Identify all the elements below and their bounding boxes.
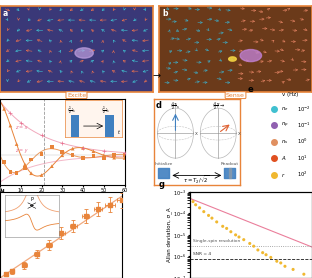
Point [39,133,44,138]
Point [91,154,96,158]
Point [91,149,96,153]
Y-axis label: Allan deviation, σ_A: Allan deviation, σ_A [166,208,172,262]
Text: $\langle\frac{1}{2}\rangle_s$: $\langle\frac{1}{2}\rangle_s$ [170,101,181,112]
Point [290,267,295,272]
Point [80,146,85,150]
Point [274,259,279,264]
Point [220,224,225,229]
Point [206,213,211,218]
Point [29,157,34,162]
Point [233,233,238,237]
Point [122,153,127,157]
Point [14,142,19,146]
Point [264,252,269,257]
Point [112,155,117,160]
Point [241,237,246,242]
Point [8,170,13,174]
Text: $10^{-2}$: $10^{-2}$ [297,104,311,114]
Text: v (Hz): v (Hz) [282,92,299,97]
Point [60,141,65,145]
Point [197,206,202,210]
Point [122,150,127,155]
Point [2,160,7,164]
Point [49,145,54,149]
Point [101,149,106,153]
Text: $A$: $A$ [281,154,287,162]
Point [60,153,65,157]
Point [282,264,287,269]
X-axis label: Ramsey delay, t (ms): Ramsey delay, t (ms) [33,199,92,204]
Point [214,220,219,224]
Text: $10^{1}$: $10^{1}$ [297,153,308,163]
Text: e: e [248,85,254,94]
Point [49,164,54,168]
Point [29,171,34,175]
Text: z: z [217,101,220,106]
Text: d: d [156,101,162,110]
Point [268,255,273,260]
Point [80,156,85,160]
Point [278,261,283,265]
Point [18,120,23,125]
Text: x: x [238,131,241,136]
Point [70,153,75,157]
Text: $\tau = T_2/\sqrt{2}$: $\tau = T_2/\sqrt{2}$ [183,175,210,186]
Point [260,250,265,255]
Point [14,171,19,175]
Point [39,173,44,177]
Text: Excite: Excite [67,93,86,98]
Text: $n_e$: $n_e$ [281,105,289,113]
Point [101,153,106,157]
Text: SNR = 4: SNR = 4 [193,252,211,256]
Point [8,111,13,116]
Point [112,153,117,157]
Point [236,235,241,239]
Point [201,209,206,214]
Text: $10^{0}$: $10^{0}$ [297,137,308,147]
Text: Initialize: Initialize [154,162,173,166]
Text: a: a [3,9,8,18]
Text: Single-spin resolution: Single-spin resolution [193,239,240,243]
Text: Readout: Readout [220,162,238,166]
Text: g: g [159,180,165,190]
Text: z = x: z = x [15,125,27,130]
Point [228,230,233,234]
Point [80,146,85,150]
Point [301,272,306,276]
Text: $r$: $r$ [281,170,286,178]
Text: b: b [162,9,168,18]
Point [122,156,127,160]
Point [101,156,106,160]
Text: →: → [153,71,161,81]
Circle shape [240,49,261,62]
Point [187,196,192,200]
Text: $\langle\frac{3}{2}\rangle \rightarrow$: $\langle\frac{3}{2}\rangle \rightarrow$ [212,101,225,112]
Text: Sense: Sense [226,93,245,98]
Text: z = y: z = y [15,148,27,153]
Point [256,248,261,252]
Point [22,162,27,167]
Text: $10^{2}$: $10^{2}$ [297,170,308,179]
Circle shape [75,48,93,58]
Point [70,147,75,151]
Point [247,241,252,246]
Point [60,150,65,154]
Text: $n_s$: $n_s$ [281,138,289,146]
Text: $10^{-1}$: $10^{-1}$ [297,121,311,130]
Point [209,216,214,220]
Text: $n_p$: $n_p$ [281,121,289,130]
Point [39,152,44,156]
Point [224,226,229,231]
Point [8,123,13,128]
Point [193,203,198,207]
Point [2,107,7,111]
Text: x: x [195,131,198,136]
Point [251,244,256,248]
Text: z: z [174,101,177,106]
Point [191,199,196,204]
Circle shape [229,57,236,61]
Point [22,166,27,170]
